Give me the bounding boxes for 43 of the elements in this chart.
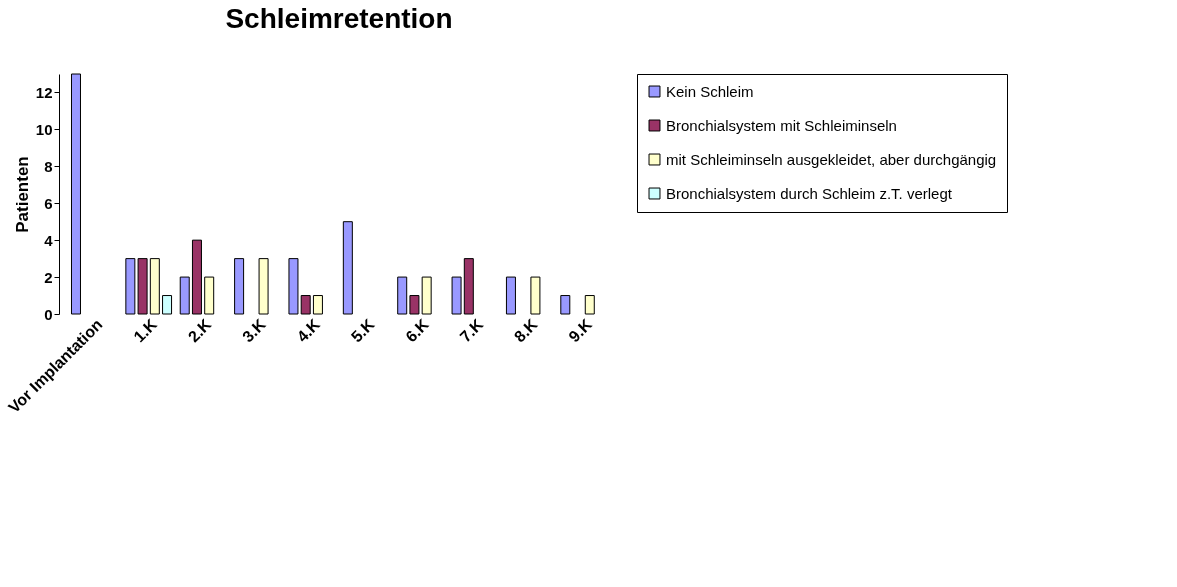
bar (505, 276, 516, 315)
bar (397, 276, 408, 315)
bar (149, 258, 160, 315)
bar (288, 258, 299, 315)
x-tick-label: 4.K (293, 315, 324, 346)
bar (312, 295, 323, 315)
bar (409, 295, 420, 315)
x-tick-label: 3.K (239, 315, 270, 346)
y-tick-label: 6 (44, 194, 53, 212)
x-tick-label: 6.K (402, 315, 433, 346)
bar (162, 295, 173, 315)
y-tick-label: 4 (44, 231, 54, 249)
bar (451, 276, 462, 315)
y-tick-label: 12 (35, 83, 53, 101)
bar (421, 276, 432, 315)
y-tick-label: 0 (44, 305, 53, 323)
y-axis-title: Patienten (12, 156, 32, 233)
bar (70, 73, 81, 315)
bar (342, 221, 353, 315)
x-tick-label: 1.K (130, 315, 161, 346)
bar (204, 276, 215, 315)
legend-label: Bronchialsystem durch Schleim z.T. verlegt (666, 184, 953, 202)
bar (191, 239, 202, 315)
y-tick-label: 10 (35, 120, 53, 138)
bar (560, 295, 571, 315)
bar (234, 258, 245, 315)
y-tick-label: 8 (44, 157, 53, 175)
y-tick-label: 2 (44, 268, 53, 286)
legend-label: mit Schleiminseln ausgekleidet, aber durchgängig (666, 150, 997, 168)
bar (463, 258, 474, 315)
x-tick-label: 9.K (565, 315, 596, 346)
chart-title: Schleimretention (225, 2, 453, 34)
x-tick-label: 5.K (347, 315, 378, 346)
legend-label: Kein Schleim (666, 82, 754, 100)
bar (179, 276, 190, 315)
x-tick-label: 2.K (184, 315, 215, 346)
bar (258, 258, 269, 315)
legend-label: Bronchialsystem mit Schleiminseln (666, 116, 897, 134)
bar (584, 295, 595, 315)
x-tick-label: 7.K (456, 315, 487, 346)
x-tick-label: 8.K (510, 315, 541, 346)
bar (300, 295, 311, 315)
bar (530, 276, 541, 315)
